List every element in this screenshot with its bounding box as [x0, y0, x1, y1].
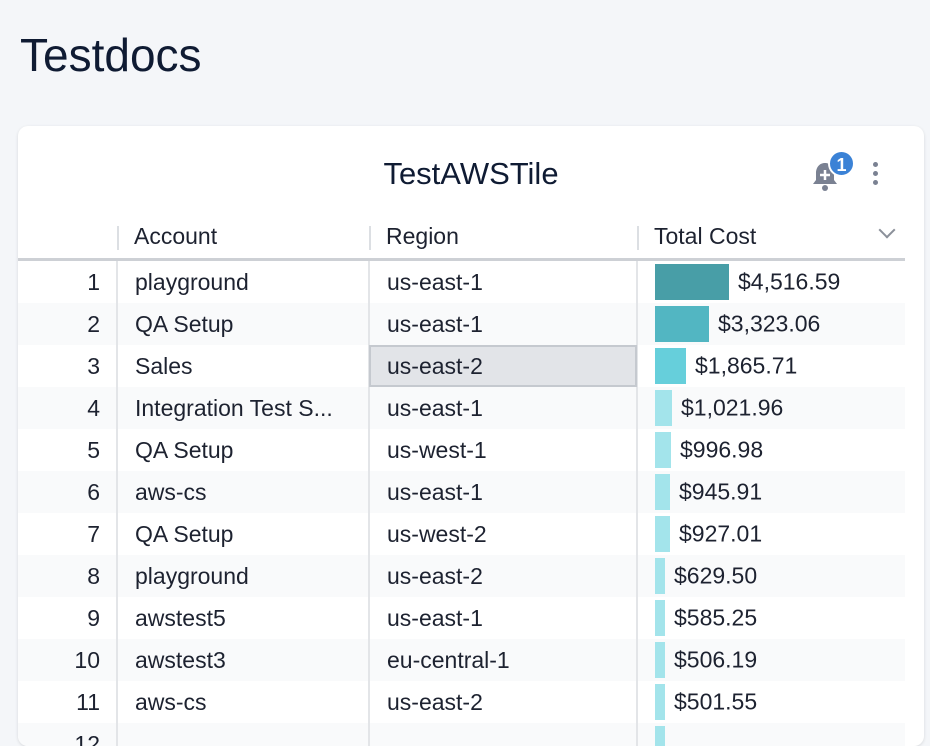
region-cell[interactable]: us-east-2: [368, 555, 637, 597]
table-row[interactable]: 3 Sales us-east-2 $1,865.71: [18, 345, 905, 387]
cost-value: $506.19: [674, 646, 758, 673]
region-cell[interactable]: us-east-1: [368, 471, 637, 513]
row-number: 2: [18, 303, 117, 345]
cost-bar: [655, 474, 670, 510]
account-cell[interactable]: [116, 723, 369, 746]
table-row[interactable]: 12: [18, 723, 905, 746]
cost-bar: [655, 558, 665, 594]
column-header-region[interactable]: Region: [369, 214, 637, 261]
account-cell[interactable]: playground: [116, 259, 369, 303]
cost-value: $945.91: [679, 478, 763, 505]
column-header-total-cost[interactable]: Total Cost: [637, 214, 905, 261]
region-cell[interactable]: us-west-1: [368, 429, 637, 471]
region-cell[interactable]: us-east-1: [368, 597, 637, 639]
table-row[interactable]: 9 awstest5 us-east-1 $585.25: [18, 597, 905, 639]
cost-bar: [655, 306, 709, 342]
account-cell[interactable]: awstest3: [116, 639, 369, 681]
cost-value: $927.01: [679, 520, 763, 547]
cost-bar: [655, 600, 665, 636]
column-header-account[interactable]: Account: [117, 214, 369, 261]
cost-bar: [655, 684, 665, 720]
table-row[interactable]: 5 QA Setup us-west-1 $996.98: [18, 429, 905, 471]
row-number: 4: [18, 387, 117, 429]
cost-value: $1,865.71: [695, 352, 798, 379]
row-number: 1: [87, 268, 100, 295]
total-cost-cell[interactable]: $927.01: [636, 513, 905, 555]
region-cell[interactable]: eu-central-1: [368, 639, 637, 681]
account-cell[interactable]: QA Setup: [116, 513, 369, 555]
row-number: 6: [18, 471, 117, 513]
table-row[interactable]: 1 playground us-east-1 $4,516.59: [18, 259, 905, 303]
account-cell[interactable]: Sales: [116, 345, 369, 387]
cost-value: $996.98: [680, 436, 764, 463]
tile-card: TestAWSTile 1 Account Region Total Cost …: [18, 126, 924, 746]
table-row[interactable]: 8 playground us-east-2 $629.50: [18, 555, 905, 597]
account-cell[interactable]: Integration Test S...: [116, 387, 369, 429]
cost-bar: [655, 516, 670, 552]
row-number: 9: [87, 604, 100, 631]
row-number: 11: [76, 688, 100, 715]
total-cost-cell[interactable]: $4,516.59: [636, 259, 905, 303]
row-number-header: [18, 214, 117, 261]
region-cell[interactable]: [368, 723, 637, 746]
total-cost-cell[interactable]: $585.25: [636, 597, 905, 639]
cost-bar: [655, 390, 672, 426]
total-cost-cell[interactable]: [636, 723, 905, 746]
cost-bar: [655, 726, 665, 746]
region-cell[interactable]: us-west-2: [368, 513, 637, 555]
cost-bar: [655, 348, 686, 384]
total-cost-cell[interactable]: $945.91: [636, 471, 905, 513]
cost-value: $1,021.96: [681, 394, 784, 421]
cost-bar: [655, 264, 729, 300]
row-number: 5: [87, 436, 100, 463]
account-cell[interactable]: aws-cs: [116, 471, 369, 513]
table-row[interactable]: 10 awstest3 eu-central-1 $506.19: [18, 639, 905, 681]
row-number: 7: [87, 520, 100, 547]
chevron-down-icon[interactable]: [878, 221, 896, 239]
account-cell[interactable]: awstest5: [116, 597, 369, 639]
cost-bar: [655, 642, 665, 678]
row-number: 10: [18, 639, 117, 681]
cost-value: $3,323.06: [718, 310, 821, 337]
total-cost-cell[interactable]: $996.98: [636, 429, 905, 471]
total-cost-cell[interactable]: $1,865.71: [636, 345, 905, 387]
account-cell[interactable]: QA Setup: [116, 303, 369, 345]
region-cell[interactable]: us-east-2: [368, 681, 637, 723]
region-cell[interactable]: us-east-2: [368, 345, 637, 387]
cost-value: $629.50: [674, 562, 758, 589]
page-title: Testdocs: [20, 29, 202, 81]
cost-value: $501.55: [674, 688, 758, 715]
table-row[interactable]: 2 QA Setup us-east-1 $3,323.06: [18, 303, 905, 345]
region-cell[interactable]: us-east-1: [368, 387, 637, 429]
table-row[interactable]: 11 aws-cs us-east-2 $501.55: [18, 681, 905, 723]
account-cell[interactable]: playground: [116, 555, 369, 597]
account-cell[interactable]: aws-cs: [116, 681, 369, 723]
table-row[interactable]: 7 QA Setup us-west-2 $927.01: [18, 513, 905, 555]
row-number: 12: [18, 723, 117, 746]
row-number: 8: [18, 555, 117, 597]
region-cell[interactable]: us-east-1: [368, 303, 637, 345]
table-row[interactable]: 6 aws-cs us-east-1 $945.91: [18, 471, 905, 513]
table-row[interactable]: 4 Integration Test S... us-east-1 $1,021.96: [18, 387, 905, 429]
cost-value: $4,516.59: [738, 268, 841, 295]
total-cost-cell[interactable]: $3,323.06: [636, 303, 905, 345]
account-cell[interactable]: QA Setup: [116, 429, 369, 471]
region-cell[interactable]: us-east-1: [368, 259, 637, 303]
cost-table: Account Region Total Cost 1 playground us-…: [18, 214, 905, 746]
tile-title: TestAWSTile: [383, 156, 559, 191]
cost-bar: [655, 432, 671, 468]
total-cost-cell[interactable]: $629.50: [636, 555, 905, 597]
total-cost-cell[interactable]: $506.19: [636, 639, 905, 681]
row-number: 3: [87, 352, 100, 379]
cost-value: $585.25: [674, 604, 758, 631]
total-cost-cell[interactable]: $1,021.96: [636, 387, 905, 429]
total-cost-cell[interactable]: $501.55: [636, 681, 905, 723]
notification-badge: 1: [828, 150, 855, 177]
kebab-menu-icon[interactable]: [870, 162, 880, 190]
